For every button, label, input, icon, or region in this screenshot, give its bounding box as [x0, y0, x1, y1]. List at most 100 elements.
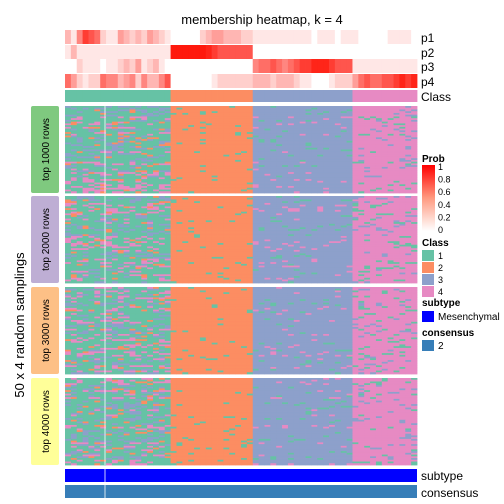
heat-cell	[241, 202, 248, 206]
class-cell-18	[170, 90, 177, 102]
heat-cell	[194, 139, 201, 142]
heat-cell	[340, 184, 347, 187]
heat-cell	[106, 109, 113, 112]
heat-cell	[370, 152, 377, 156]
heat-cell	[153, 140, 160, 143]
heat-cell	[188, 142, 195, 145]
heat-cell	[375, 159, 383, 163]
heat-cell	[217, 139, 224, 142]
heat-cell	[111, 182, 119, 185]
heat-cell	[399, 135, 406, 138]
heat-cell	[205, 130, 213, 133]
heat-cell	[311, 191, 318, 194]
prob-cell-p1-55	[387, 30, 394, 44]
heat-cell	[199, 109, 207, 112]
heat-cell	[123, 199, 130, 202]
heat-cell	[164, 142, 171, 145]
heat-cell	[205, 213, 213, 216]
heat-cell	[194, 149, 201, 152]
heat-cell	[246, 109, 254, 112]
heat-cell	[211, 209, 218, 213]
heat-cell	[229, 218, 236, 221]
heat-cell	[147, 222, 154, 225]
heat-cell	[117, 204, 125, 207]
heat-cell	[188, 119, 195, 123]
heat-cell	[387, 239, 394, 242]
heat-cell	[65, 159, 72, 163]
heat-cell	[381, 140, 389, 143]
heat-cell	[135, 229, 142, 232]
heat-cell	[147, 135, 154, 138]
heat-cell	[223, 159, 230, 163]
heat-cell	[100, 227, 107, 230]
heat-cell	[323, 130, 330, 133]
heat-cell	[252, 144, 259, 147]
heat-cell	[135, 223, 142, 226]
heat-cell	[117, 206, 125, 209]
heat-cell	[129, 112, 136, 116]
heat-cell	[287, 175, 295, 178]
heat-cell	[82, 139, 89, 142]
heat-cell	[258, 222, 265, 225]
heat-cell	[381, 220, 389, 223]
heat-cell	[76, 206, 83, 209]
heat-cell	[246, 209, 254, 213]
heat-cell	[182, 236, 189, 239]
heat-cell	[147, 128, 154, 131]
heat-cell	[188, 187, 195, 190]
heat-cell	[129, 177, 136, 180]
heat-cell	[111, 126, 119, 130]
prob-cell-p1-24	[205, 30, 213, 44]
heat-cell	[117, 159, 125, 163]
heat-cell	[346, 186, 353, 189]
heat-cell	[405, 201, 412, 204]
heat-cell	[117, 184, 125, 187]
heat-cell	[334, 199, 342, 202]
heat-cell	[270, 156, 277, 159]
heat-cell	[205, 206, 213, 209]
heat-cell	[211, 135, 218, 138]
heat-cell	[305, 223, 312, 226]
heat-cell	[82, 227, 89, 230]
prob-cell-p3-25	[211, 59, 218, 73]
heat-cell	[111, 107, 119, 110]
heat-cell	[381, 225, 389, 228]
heat-cell	[199, 179, 207, 182]
heat-cell	[387, 225, 394, 228]
heat-cell	[329, 126, 336, 130]
heat-cell	[135, 137, 142, 140]
prob-cell-p3-16	[158, 59, 166, 73]
heat-cell	[123, 196, 130, 199]
heat-cell	[282, 241, 289, 244]
heat-cell	[370, 202, 377, 206]
heat-cell	[276, 196, 283, 199]
heat-cell	[252, 199, 259, 202]
heat-cell	[106, 132, 113, 135]
heat-cell	[317, 125, 324, 128]
heat-cell	[153, 116, 160, 119]
heat-cell	[176, 234, 183, 237]
heat-cell	[211, 147, 218, 150]
heat-cell	[293, 137, 301, 140]
heat-cell	[164, 130, 171, 133]
heat-cell	[153, 144, 160, 147]
heat-cell	[223, 206, 230, 209]
heat-cell	[293, 204, 301, 207]
heat-cell	[282, 118, 289, 121]
heat-cell	[229, 208, 236, 211]
heat-cell	[346, 234, 353, 237]
heat-cell	[317, 173, 324, 176]
heat-cell	[205, 132, 213, 135]
heat-cell	[293, 126, 301, 130]
heat-cell	[246, 208, 254, 211]
heat-cell	[170, 137, 177, 140]
heat-cell	[235, 116, 242, 119]
prob-cell-p4-15	[153, 74, 160, 88]
heat-cell	[334, 216, 342, 220]
heat-cell	[100, 159, 107, 163]
heat-cell	[252, 135, 259, 138]
heat-cell	[334, 184, 342, 187]
heat-cell	[340, 199, 347, 202]
heat-cell	[405, 215, 412, 218]
heat-cell	[147, 151, 154, 154]
